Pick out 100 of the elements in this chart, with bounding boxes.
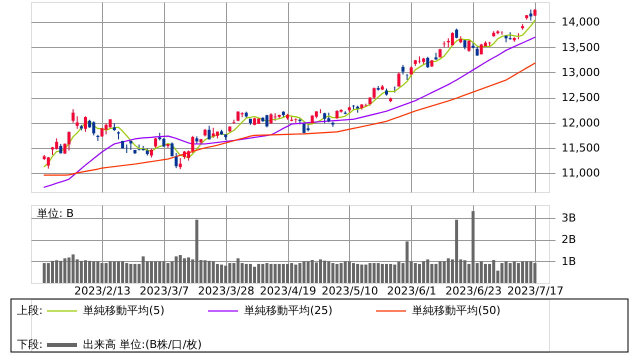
bar (261, 264, 264, 283)
bar (195, 220, 198, 283)
bar (302, 261, 306, 283)
bar (500, 263, 504, 283)
bar (340, 263, 343, 283)
bar (336, 264, 339, 283)
line-series (44, 20, 536, 168)
bar (533, 263, 536, 283)
bar (360, 264, 364, 283)
candlestick (208, 125, 211, 140)
candlestick (104, 122, 108, 135)
y-tick-label: 13,000 (562, 66, 600, 79)
candlestick (178, 158, 182, 170)
bar (67, 257, 70, 283)
candlestick (92, 120, 96, 136)
bar (516, 263, 520, 283)
y-tick-label: 11,500 (562, 141, 600, 154)
bar (178, 255, 182, 283)
bar (154, 261, 158, 283)
bar (216, 264, 219, 283)
bar (59, 260, 62, 283)
candlestick (397, 72, 400, 88)
x-tick-label: 2023/3/7 (140, 284, 190, 298)
y-axis-title: 単位: B (37, 207, 74, 220)
bar (224, 266, 228, 283)
bar (488, 264, 492, 283)
bar (42, 263, 46, 283)
bar (314, 262, 318, 283)
bar (529, 261, 532, 283)
bar (46, 263, 50, 283)
legend-label: 単純移動平均(5) (83, 304, 165, 317)
y-tick-label: 13,500 (562, 40, 600, 54)
bar (228, 263, 232, 283)
bar (380, 264, 384, 283)
bar (327, 261, 330, 283)
legend-label: 単純移動平均(25) (244, 304, 333, 317)
bar (187, 257, 190, 283)
bar (463, 260, 466, 283)
bar (348, 261, 351, 283)
candlestick (76, 116, 79, 130)
candlestick (59, 143, 62, 154)
bar (331, 263, 334, 283)
bar (112, 261, 116, 283)
y-tick-label: 11,000 (562, 166, 600, 180)
bar (418, 264, 421, 283)
candlestick (174, 152, 178, 169)
bar (278, 264, 281, 283)
bar (257, 264, 260, 283)
bar (492, 260, 496, 283)
bar (434, 264, 438, 283)
bar (344, 261, 347, 283)
bar (84, 260, 87, 283)
bar (166, 263, 170, 283)
candlestick (302, 122, 306, 134)
candlestick (323, 112, 326, 124)
bar (508, 263, 512, 283)
bar (397, 262, 400, 283)
candlestick (418, 56, 421, 64)
bar (319, 259, 322, 283)
bar (323, 260, 326, 283)
bar (384, 264, 388, 283)
bar (274, 264, 277, 283)
candlestick (480, 43, 483, 55)
candlestick (467, 40, 470, 52)
legend-label: 単純移動平均(50) (412, 304, 501, 317)
bar (100, 263, 104, 283)
bar (310, 260, 314, 283)
bar (504, 261, 508, 283)
bar (88, 260, 92, 283)
bar (244, 264, 248, 283)
bar (80, 260, 83, 283)
candlestick (162, 137, 166, 148)
bar (129, 264, 132, 283)
candlestick (463, 39, 466, 50)
bar (442, 261, 446, 283)
legend-label: 出来高 単位:(B株/口/枚) (83, 338, 202, 351)
bar (50, 260, 54, 283)
bar (208, 260, 211, 283)
bar (174, 256, 178, 283)
bar (182, 258, 186, 283)
legend-title: 上段: (17, 304, 43, 317)
bar (368, 263, 372, 283)
bar (162, 261, 166, 283)
x-tick-label: 2023/6/23 (445, 284, 502, 298)
bar (92, 261, 96, 283)
bar (96, 261, 100, 283)
candlestick (212, 127, 215, 138)
candlestick (310, 114, 314, 125)
legend-title: 下段: (17, 338, 43, 351)
bar (426, 259, 430, 283)
candlestick (372, 87, 376, 100)
bar (270, 264, 273, 283)
candlestick (55, 138, 58, 150)
candlestick (265, 114, 268, 128)
bar (393, 264, 396, 283)
candlestick (46, 156, 50, 170)
candlestick (327, 112, 330, 123)
y-tick-label: 2B (562, 233, 576, 246)
bar (220, 264, 224, 283)
bar (253, 266, 256, 283)
